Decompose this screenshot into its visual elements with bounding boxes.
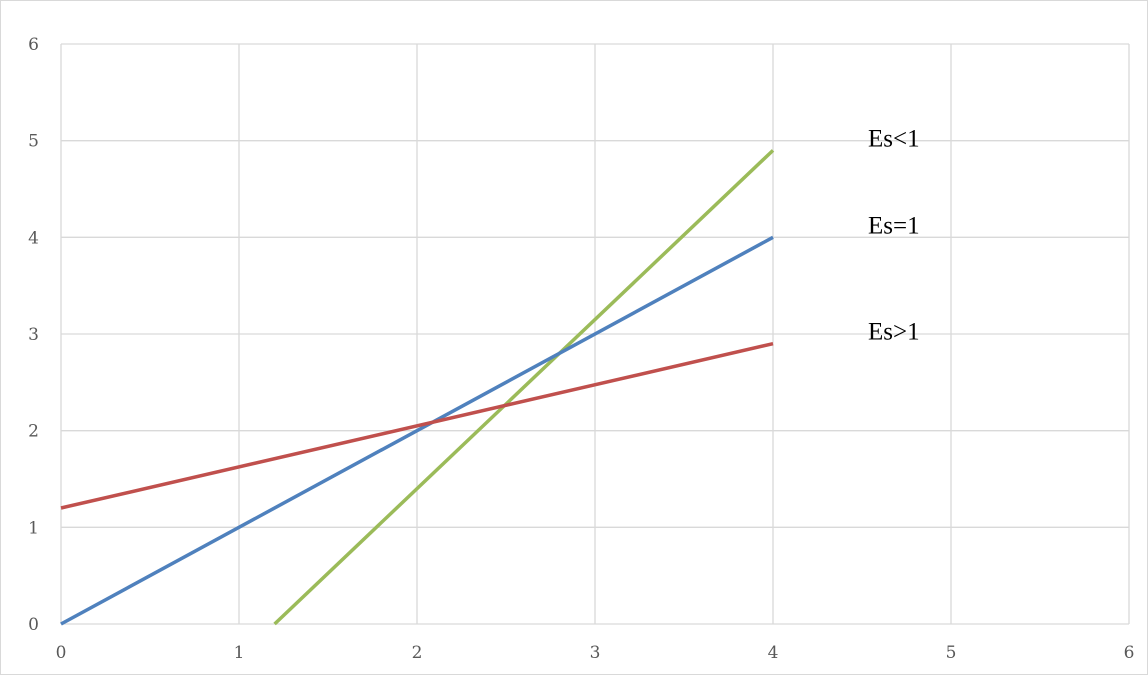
tick-labels: 0 1 2 3 4 5 6 0 1 2 3 4 5 6 bbox=[28, 35, 1134, 663]
y-tick-label: 1 bbox=[28, 518, 39, 538]
x-tick-label: 1 bbox=[234, 643, 245, 663]
y-tick-label: 4 bbox=[28, 228, 39, 248]
series-line-1 bbox=[275, 150, 773, 624]
x-tick-label: 2 bbox=[412, 643, 423, 663]
y-tick-label: 6 bbox=[28, 35, 39, 55]
y-tick-label: 2 bbox=[28, 422, 39, 442]
y-tick-label: 5 bbox=[28, 132, 39, 152]
x-tick-label: 4 bbox=[768, 643, 779, 663]
x-tick-label: 6 bbox=[1124, 643, 1135, 663]
y-tick-label: 3 bbox=[28, 325, 39, 345]
x-tick-label: 5 bbox=[946, 643, 957, 663]
y-tick-label: 0 bbox=[28, 615, 39, 635]
x-tick-label: 0 bbox=[56, 643, 67, 663]
series-label-3: Es>1 bbox=[868, 319, 920, 346]
x-tick-label: 3 bbox=[590, 643, 601, 663]
series-label-2: Es=1 bbox=[868, 212, 920, 239]
series-labels: Es<1 Es=1 Es>1 bbox=[868, 125, 920, 345]
series-label-1: Es<1 bbox=[868, 125, 920, 152]
